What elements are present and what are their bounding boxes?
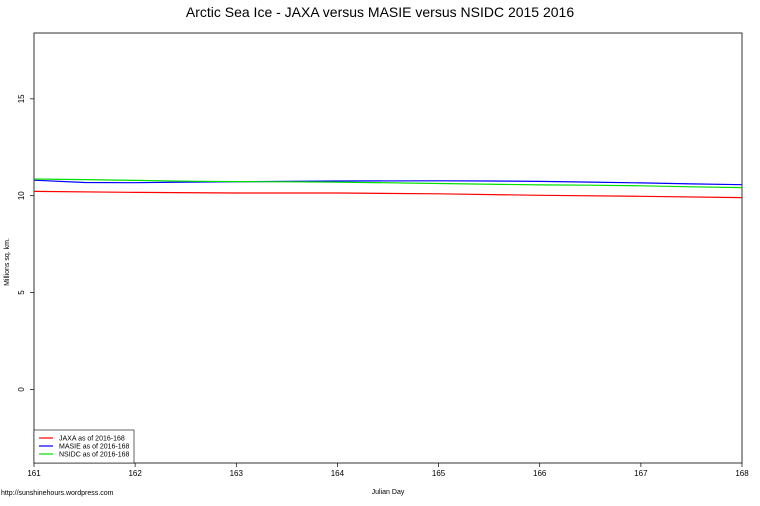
series-line-masie [33, 179, 743, 186]
x-axis: 161 162 163 164 165 166 167 168 [27, 463, 749, 478]
legend-entry-masie: MASIE as of 2016-168 [59, 444, 130, 451]
chart-title: Arctic Sea Ice - JAXA versus MASIE versu… [186, 4, 574, 20]
y-axis: 0 5 10 15 [17, 94, 34, 392]
legend-entry-jaxa: JAXA as of 2016-168 [59, 436, 125, 443]
series-line-jaxa [33, 190, 743, 199]
series-line-nsidc [33, 178, 743, 189]
series-lines [33, 178, 743, 199]
x-tick-label: 163 [230, 469, 244, 478]
x-tick-label: 162 [128, 469, 142, 478]
y-tick-label: 15 [17, 94, 26, 103]
legend-entry-nsidc: NSIDC as of 2016-168 [59, 452, 130, 459]
y-tick-label: 10 [17, 191, 26, 200]
y-axis-label: Millions sq. km. [4, 238, 11, 286]
x-tick-label: 165 [432, 469, 446, 478]
x-tick-label: 161 [27, 469, 41, 478]
x-tick-label: 166 [533, 469, 547, 478]
plot-frame [33, 32, 743, 464]
x-tick-label: 164 [331, 469, 345, 478]
x-tick-label: 168 [735, 469, 749, 478]
source-credit: http://sunshinehours.wordpress.com [1, 490, 114, 497]
x-tick-label: 167 [634, 469, 648, 478]
y-tick-label: 5 [17, 290, 26, 295]
y-tick-label: 0 [17, 387, 26, 392]
x-axis-label: Julian Day [372, 489, 405, 496]
